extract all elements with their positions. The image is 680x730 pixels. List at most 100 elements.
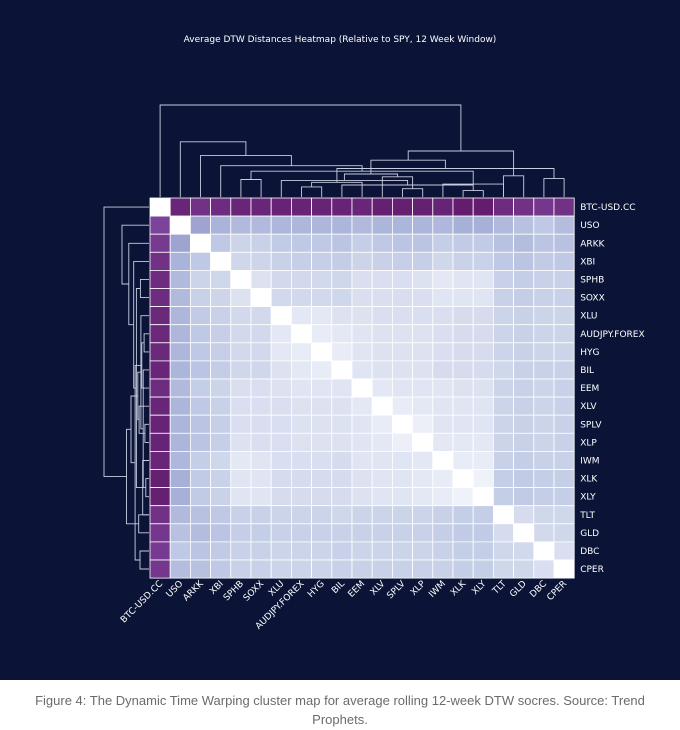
heatmap-cell (553, 215, 575, 235)
heatmap-cell (452, 505, 474, 525)
heatmap-cell (189, 342, 211, 362)
heatmap-cell (412, 360, 434, 380)
heatmap-cell (290, 487, 312, 507)
heatmap-cell (371, 559, 393, 579)
heatmap-cell (230, 197, 252, 217)
heatmap-cell (412, 233, 434, 253)
heatmap-cell (412, 378, 434, 398)
heatmap-cell (210, 251, 232, 271)
heatmap-cell (472, 505, 494, 525)
heatmap-cell (371, 288, 393, 308)
heatmap-cell (290, 269, 312, 289)
heatmap-cell (533, 324, 555, 344)
heatmap-cell (472, 360, 494, 380)
heatmap-cell (189, 233, 211, 253)
heatmap-cell (250, 324, 272, 344)
row-label: XLY (580, 493, 596, 503)
heatmap-cell (331, 306, 353, 326)
column-label: CPER (545, 579, 569, 603)
heatmap-cell (351, 414, 373, 434)
dendrogram-link (138, 514, 149, 534)
heatmap-cell (492, 523, 514, 543)
heatmap-cell (432, 469, 454, 489)
heatmap-cell (351, 378, 373, 398)
dendrogram-link (139, 550, 149, 570)
heatmap-cell (412, 306, 434, 326)
heatmap-cell (149, 450, 171, 470)
heatmap-cell (472, 432, 494, 452)
heatmap-cell (270, 251, 292, 271)
heatmap-cell (472, 269, 494, 289)
column-label: SPHB (222, 579, 246, 603)
row-label: CPER (580, 565, 604, 575)
heatmap-cell (371, 541, 393, 561)
heatmap-cell (452, 469, 474, 489)
heatmap-cell (169, 378, 191, 398)
heatmap-cell (351, 541, 373, 561)
row-label: SOXX (580, 294, 605, 304)
heatmap-cell (513, 342, 535, 362)
dendrogram-link (126, 428, 139, 525)
heatmap-cell (472, 414, 494, 434)
heatmap-cell (513, 360, 535, 380)
heatmap-cell (371, 233, 393, 253)
row-label: SPLV (580, 420, 602, 430)
heatmap-cell (513, 197, 535, 217)
heatmap-cell (230, 269, 252, 289)
column-label: SPLV (385, 579, 408, 602)
heatmap-cell (270, 269, 292, 289)
heatmap-cell (492, 288, 514, 308)
heatmap-cell (492, 559, 514, 579)
heatmap-cell (331, 215, 353, 235)
heatmap-cell (553, 324, 575, 344)
heatmap-cell (250, 396, 272, 416)
heatmap-cell (452, 306, 474, 326)
heatmap-cell (371, 306, 393, 326)
heatmap-cell (169, 197, 191, 217)
column-label: BIL (330, 579, 347, 596)
heatmap-cell (351, 469, 373, 489)
heatmap-cell (189, 251, 211, 271)
heatmap-cell (270, 541, 292, 561)
heatmap-cell (290, 251, 312, 271)
heatmap-cell (371, 378, 393, 398)
heatmap-cell (210, 505, 232, 525)
heatmap-cell (250, 251, 272, 271)
heatmap-cell (351, 215, 373, 235)
heatmap-cell (311, 197, 333, 217)
heatmap-cell (553, 396, 575, 416)
heatmap-cell (250, 469, 272, 489)
heatmap-cell (331, 396, 353, 416)
heatmap-cell (189, 378, 211, 398)
heatmap-cell (391, 360, 413, 380)
heatmap-cell (391, 450, 413, 470)
heatmap-cell (432, 360, 454, 380)
heatmap-cell (351, 432, 373, 452)
row-label: XLP (580, 438, 597, 448)
heatmap-cell (210, 288, 232, 308)
heatmap-cell (149, 360, 171, 380)
heatmap-cell (513, 432, 535, 452)
heatmap-cells (149, 197, 575, 579)
heatmap-cell (331, 378, 353, 398)
heatmap-cell (270, 414, 292, 434)
heatmap-cell (351, 396, 373, 416)
heatmap-cell (492, 306, 514, 326)
heatmap-cell (492, 215, 514, 235)
heatmap-cell (149, 306, 171, 326)
heatmap-cell (472, 541, 494, 561)
heatmap-cell (452, 342, 474, 362)
heatmap-cell (351, 251, 373, 271)
heatmap-cell (513, 469, 535, 489)
heatmap-cell (250, 306, 272, 326)
heatmap-cell (513, 559, 535, 579)
heatmap-cell (189, 469, 211, 489)
heatmap-cell (169, 469, 191, 489)
heatmap-cell (412, 523, 434, 543)
heatmap-cell (149, 233, 171, 253)
heatmap-cell (210, 306, 232, 326)
heatmap-cell (472, 378, 494, 398)
row-label: XLU (580, 312, 597, 322)
heatmap-cell (169, 414, 191, 434)
column-label: XLP (409, 579, 428, 598)
